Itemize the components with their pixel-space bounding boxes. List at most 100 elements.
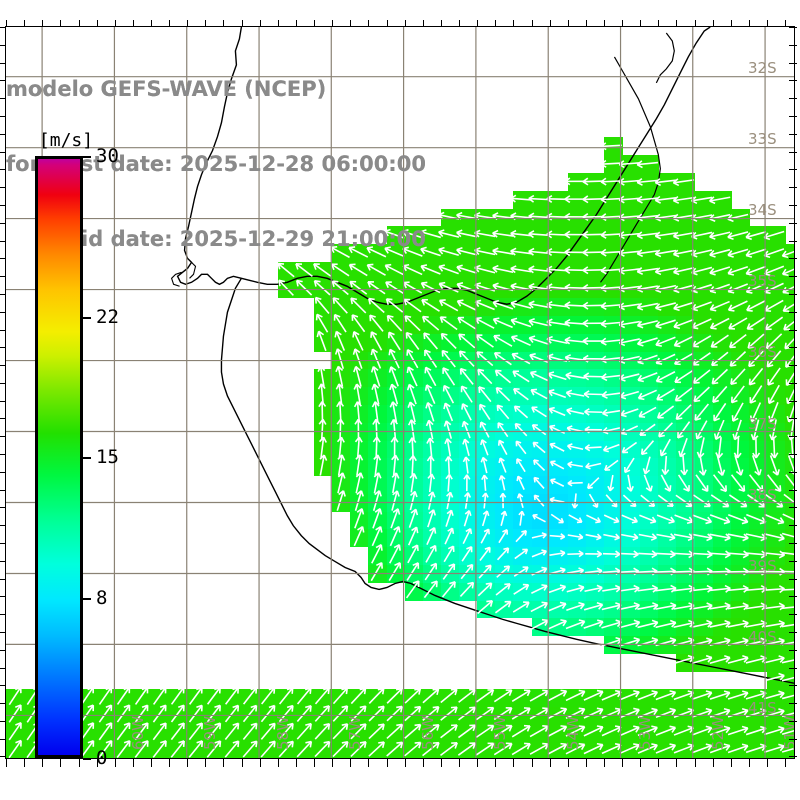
raster-cell bbox=[694, 422, 714, 441]
raster-cell bbox=[622, 244, 641, 263]
raster-cell bbox=[6, 742, 25, 758]
raster-cell bbox=[332, 706, 351, 726]
axis-tick bbox=[114, 759, 116, 767]
axis-tick bbox=[789, 98, 797, 100]
raster-cell bbox=[603, 137, 623, 156]
raster-cell bbox=[658, 208, 678, 228]
axis-tick bbox=[0, 347, 6, 349]
raster-cell bbox=[694, 190, 714, 210]
raster-cell bbox=[440, 457, 460, 477]
axis-tick bbox=[789, 631, 797, 633]
raster-cell bbox=[730, 244, 750, 263]
raster-cell bbox=[748, 564, 768, 583]
raster-cell bbox=[549, 564, 569, 583]
raster-cell bbox=[368, 439, 388, 459]
raster-cell bbox=[730, 457, 750, 477]
raster-cell bbox=[622, 404, 641, 423]
raster-cell bbox=[748, 599, 768, 619]
raster-cell bbox=[549, 493, 569, 512]
raster-cell bbox=[730, 386, 750, 405]
raster-cell bbox=[658, 350, 678, 370]
raster-cell bbox=[513, 599, 533, 619]
raster-cell bbox=[531, 439, 551, 459]
raster-cell bbox=[332, 368, 351, 388]
raster-cell bbox=[459, 404, 478, 423]
raster-cell bbox=[567, 706, 587, 726]
raster-cell bbox=[658, 493, 678, 512]
raster-cell bbox=[531, 333, 551, 352]
raster-cell bbox=[730, 493, 750, 512]
axis-tick bbox=[205, 759, 207, 767]
raster-cell bbox=[386, 422, 406, 441]
raster-cell bbox=[658, 599, 678, 619]
axis-tick bbox=[24, 20, 26, 27]
axis-tick bbox=[789, 116, 797, 117]
raster-cell bbox=[368, 475, 388, 494]
raster-cell bbox=[404, 493, 424, 512]
axis-tick bbox=[789, 44, 797, 46]
axis-tick bbox=[0, 222, 6, 224]
raster-cell bbox=[640, 208, 660, 228]
raster-cell bbox=[513, 742, 533, 758]
axis-tick bbox=[295, 20, 297, 27]
axis-tick bbox=[676, 20, 678, 27]
raster-cell bbox=[332, 315, 351, 334]
raster-cell bbox=[712, 706, 732, 726]
axis-tick bbox=[223, 20, 225, 27]
raster-cell bbox=[658, 333, 678, 352]
raster-cell bbox=[603, 528, 623, 548]
raster-cell bbox=[549, 297, 569, 316]
raster-cell bbox=[477, 510, 496, 530]
axis-tick bbox=[549, 20, 551, 27]
raster-cell bbox=[603, 475, 623, 494]
raster-cell bbox=[585, 226, 605, 245]
raster-cell bbox=[603, 422, 623, 441]
colorbar-label: 30 bbox=[96, 145, 119, 167]
axis-tick bbox=[368, 20, 370, 27]
raster-cell bbox=[567, 190, 587, 210]
raster-cell bbox=[676, 190, 696, 210]
raster-cell bbox=[459, 333, 478, 352]
raster-cell bbox=[531, 493, 551, 512]
raster-cell bbox=[767, 439, 786, 459]
raster-cell bbox=[748, 297, 768, 316]
axis-tick bbox=[151, 20, 152, 27]
raster-cell bbox=[622, 333, 641, 352]
raster-cell bbox=[277, 706, 297, 726]
raster-cell bbox=[676, 333, 696, 352]
axis-tick bbox=[789, 507, 797, 509]
raster-cell bbox=[676, 564, 696, 583]
raster-cell bbox=[622, 706, 641, 726]
raster-cell bbox=[567, 315, 587, 334]
raster-cell bbox=[422, 724, 442, 743]
raster-cell bbox=[712, 226, 732, 245]
raster-cell bbox=[368, 333, 388, 352]
axis-tick bbox=[789, 276, 797, 278]
raster-cell bbox=[314, 368, 333, 388]
raster-cell bbox=[730, 208, 750, 228]
axis-tick bbox=[789, 222, 797, 224]
raster-cell bbox=[767, 368, 786, 388]
axis-tick bbox=[603, 759, 605, 767]
raster-cell bbox=[730, 724, 750, 743]
raster-cell bbox=[6, 724, 25, 743]
raster-cell bbox=[531, 528, 551, 548]
axis-tick bbox=[767, 20, 768, 27]
axis-tick bbox=[259, 759, 261, 767]
raster-cell bbox=[259, 724, 279, 743]
raster-cell bbox=[386, 333, 406, 352]
raster-cell bbox=[332, 493, 351, 512]
axis-tick bbox=[789, 240, 797, 242]
colorbar-label: 22 bbox=[96, 305, 119, 328]
right-tick-axis bbox=[789, 27, 797, 760]
axis-tick bbox=[0, 133, 6, 135]
axis-tick bbox=[114, 20, 116, 27]
raster-cell bbox=[459, 564, 478, 583]
raster-cell bbox=[531, 688, 551, 708]
raster-cell bbox=[658, 297, 678, 316]
axis-tick bbox=[789, 347, 797, 349]
raster-cell bbox=[404, 582, 424, 601]
raster-cell bbox=[314, 386, 333, 405]
raster-cell bbox=[549, 510, 569, 530]
axis-tick bbox=[789, 382, 797, 384]
